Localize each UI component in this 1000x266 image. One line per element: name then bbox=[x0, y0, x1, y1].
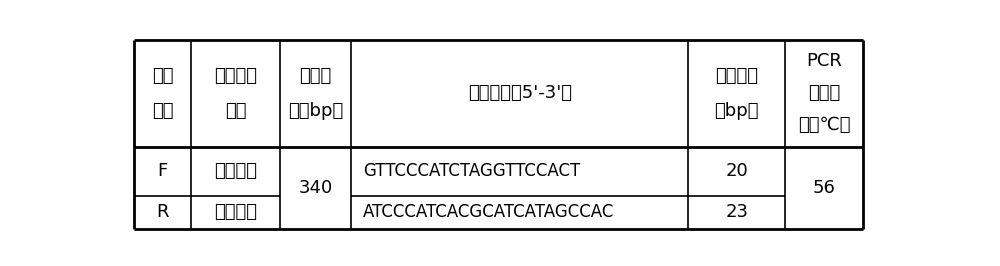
Text: ATCCCATCACGCATCATAGCCAC: ATCCCATCACGCATCATAGCCAC bbox=[363, 203, 614, 221]
Text: GTTCCCATCTAGGTTCCACT: GTTCCCATCTAGGTTCCACT bbox=[363, 162, 580, 180]
Text: 正向引物: 正向引物 bbox=[214, 162, 257, 180]
Text: 20: 20 bbox=[725, 162, 748, 180]
Text: 引物长度
（bp）: 引物长度 （bp） bbox=[715, 67, 759, 120]
Text: F: F bbox=[157, 162, 168, 180]
Text: R: R bbox=[156, 203, 169, 221]
Text: 反向引物: 反向引物 bbox=[214, 203, 257, 221]
Text: 23: 23 bbox=[725, 203, 748, 221]
Text: 56: 56 bbox=[813, 178, 835, 197]
Text: 引物序列
类型: 引物序列 类型 bbox=[214, 67, 257, 120]
Text: PCR
退火温
度（℃）: PCR 退火温 度（℃） bbox=[798, 52, 850, 134]
Text: 引物序列（5'-3'）: 引物序列（5'-3'） bbox=[468, 84, 572, 102]
Text: 扩增长
度（bp）: 扩增长 度（bp） bbox=[288, 67, 343, 120]
Text: 引物
名称: 引物 名称 bbox=[152, 67, 173, 120]
Text: 340: 340 bbox=[299, 178, 333, 197]
